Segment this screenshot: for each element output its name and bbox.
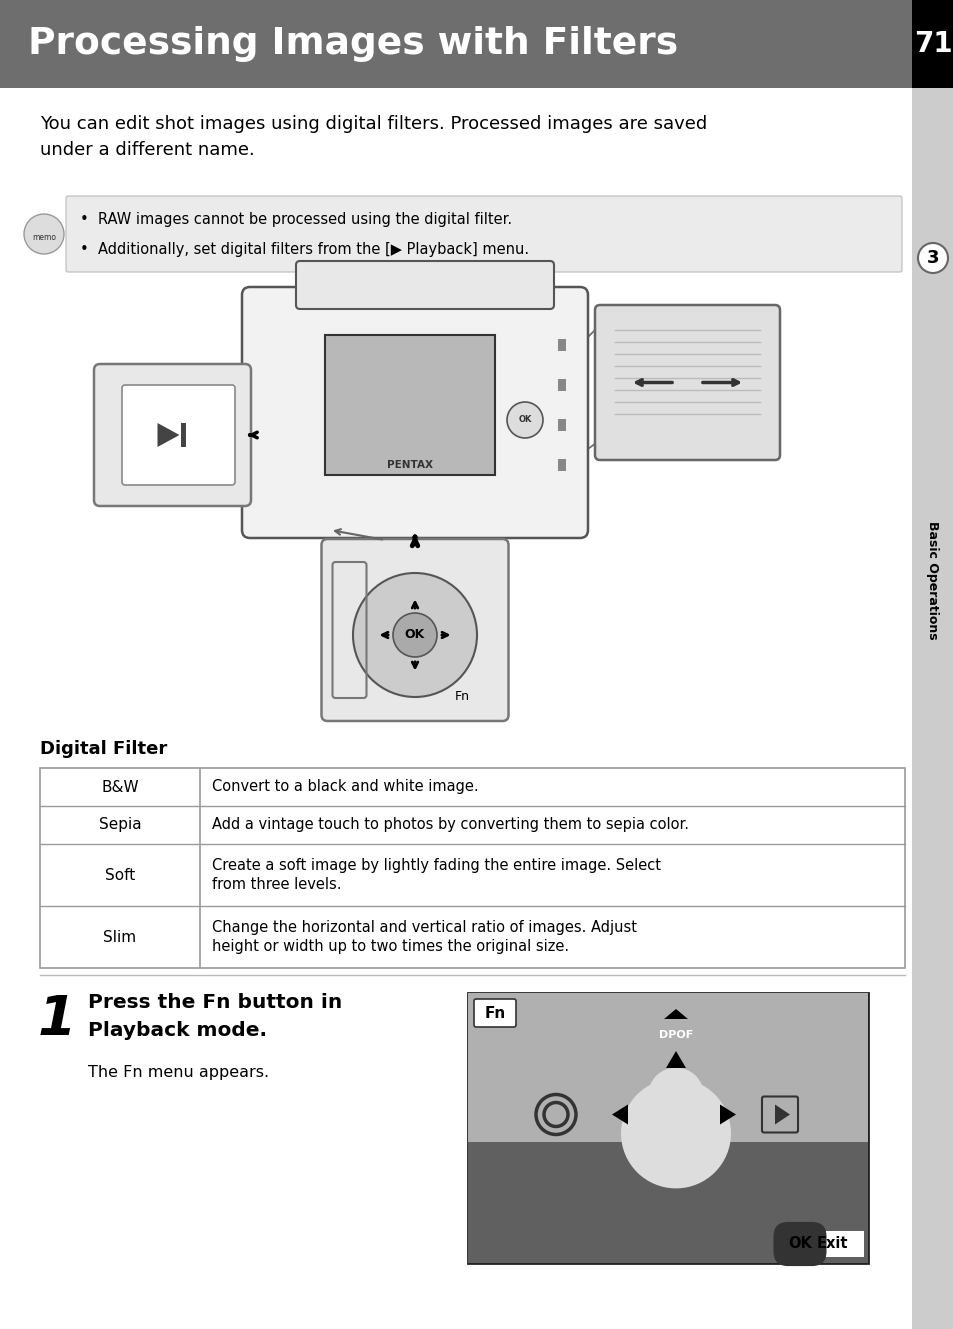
Bar: [558, 459, 565, 470]
Text: Basic Operations: Basic Operations: [925, 521, 939, 639]
FancyBboxPatch shape: [295, 260, 554, 310]
FancyBboxPatch shape: [321, 540, 508, 722]
Text: •  RAW images cannot be processed using the digital filter.: • RAW images cannot be processed using t…: [80, 213, 512, 227]
Bar: [780, 1231, 863, 1257]
Text: Processing Images with Filters: Processing Images with Filters: [28, 27, 678, 62]
Text: Change the horizontal and vertical ratio of images. Adjust
height or width up to: Change the horizontal and vertical ratio…: [212, 920, 637, 954]
Bar: [558, 419, 565, 431]
Text: Exit: Exit: [816, 1236, 847, 1252]
Text: B&W: B&W: [101, 780, 139, 795]
Circle shape: [917, 243, 947, 272]
Text: Slim: Slim: [103, 929, 136, 945]
Bar: [468, 993, 867, 1142]
Circle shape: [620, 1078, 730, 1188]
Text: Fn: Fn: [484, 1006, 505, 1021]
Text: 71: 71: [913, 31, 951, 58]
Text: Add a vintage touch to photos by converting them to sepia color.: Add a vintage touch to photos by convert…: [212, 817, 688, 832]
Bar: [325, 335, 495, 474]
Bar: [558, 379, 565, 391]
Circle shape: [24, 214, 64, 254]
Text: Create a soft image by lightly fading the entire image. Select
from three levels: Create a soft image by lightly fading th…: [212, 857, 660, 892]
FancyBboxPatch shape: [122, 385, 234, 485]
Text: Press the Fn button in
Playback mode.: Press the Fn button in Playback mode.: [88, 993, 342, 1041]
Polygon shape: [665, 1051, 685, 1069]
Text: 1: 1: [38, 993, 76, 1047]
Text: Convert to a black and white image.: Convert to a black and white image.: [212, 780, 478, 795]
Bar: [0, 0, 911, 88]
Text: OK: OK: [404, 629, 425, 642]
Text: •  Additionally, set digital filters from the [▶ Playback] menu.: • Additionally, set digital filters from…: [80, 242, 529, 256]
FancyBboxPatch shape: [94, 364, 251, 506]
Bar: [911, 0, 953, 1329]
Text: OK: OK: [787, 1236, 811, 1252]
Text: PENTAX: PENTAX: [387, 460, 433, 470]
Text: The Fn menu appears.: The Fn menu appears.: [88, 1065, 269, 1080]
Text: DPOF: DPOF: [659, 1030, 693, 1041]
Circle shape: [506, 401, 542, 439]
FancyBboxPatch shape: [5, 3, 894, 85]
Text: Digital Filter: Digital Filter: [40, 740, 167, 758]
FancyBboxPatch shape: [242, 287, 587, 538]
FancyBboxPatch shape: [66, 195, 901, 272]
Bar: [468, 1142, 867, 1263]
Text: You can edit shot images using digital filters. Processed images are saved
under: You can edit shot images using digital f…: [40, 116, 706, 159]
Text: memo: memo: [32, 234, 56, 242]
Polygon shape: [157, 423, 179, 447]
Text: Fn: Fn: [455, 690, 470, 703]
Bar: [558, 339, 565, 351]
FancyBboxPatch shape: [595, 304, 780, 460]
Circle shape: [647, 1067, 703, 1123]
Text: Soft: Soft: [105, 868, 135, 882]
Bar: [40, 768, 904, 968]
Polygon shape: [612, 1104, 627, 1124]
Text: Sepia: Sepia: [98, 817, 141, 832]
Polygon shape: [774, 1104, 789, 1124]
Bar: [468, 993, 867, 1263]
Circle shape: [393, 613, 436, 657]
FancyBboxPatch shape: [474, 999, 516, 1027]
Text: 3: 3: [925, 249, 939, 267]
Polygon shape: [720, 1104, 735, 1124]
Polygon shape: [663, 1009, 687, 1019]
Bar: [181, 423, 186, 447]
Circle shape: [353, 573, 476, 696]
Bar: [911, 0, 953, 88]
Text: OK: OK: [517, 416, 531, 424]
